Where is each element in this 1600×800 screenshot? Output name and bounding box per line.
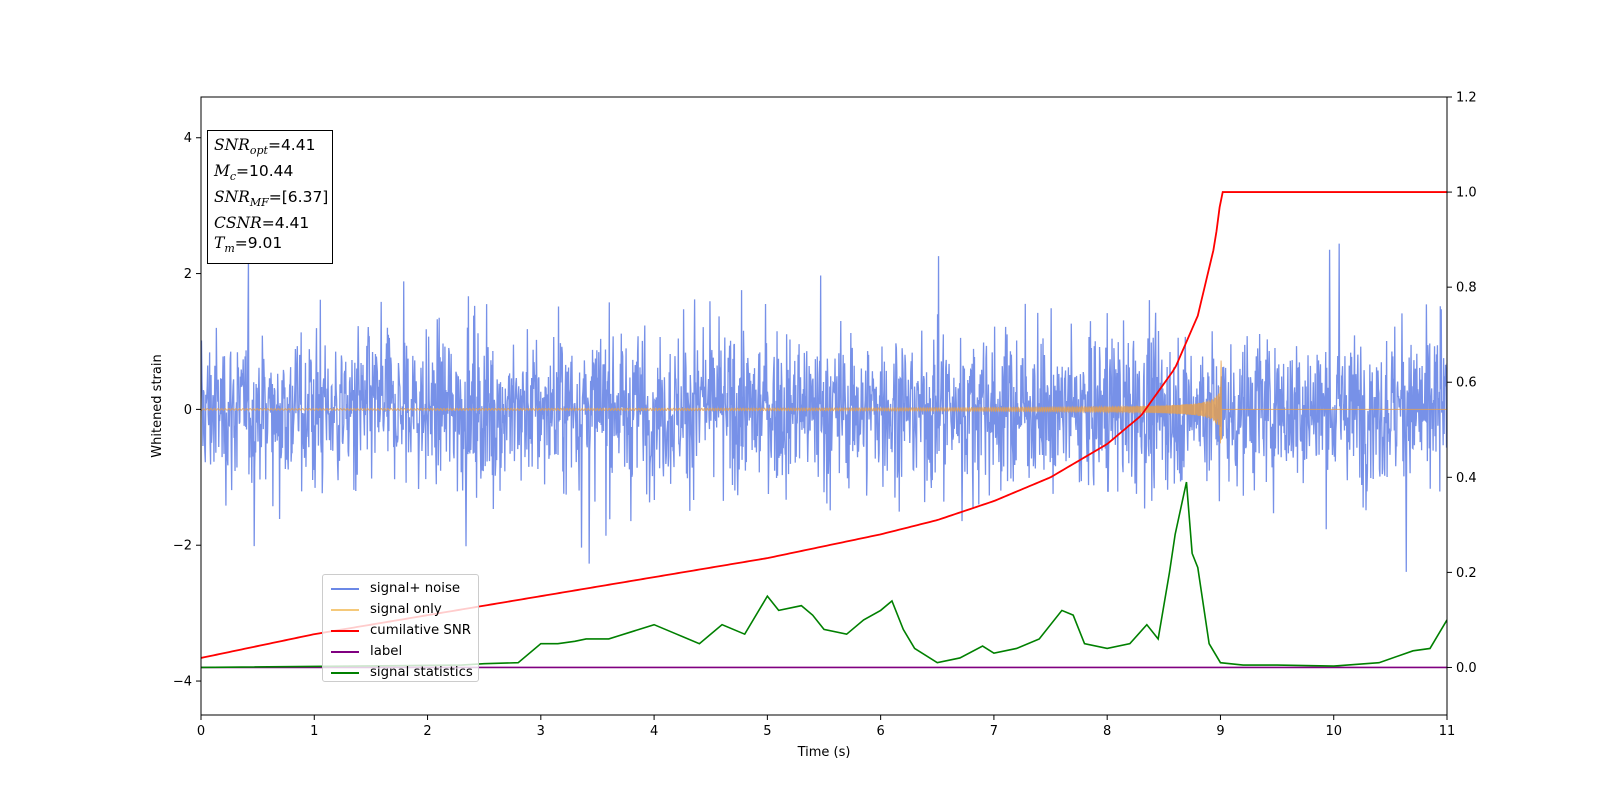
stat-mc: Mc=10.44: [214, 162, 294, 184]
y-left-tick-label: 2: [184, 267, 192, 282]
x-tick: 6: [876, 715, 885, 739]
x-tick: 9: [1216, 715, 1225, 739]
x-tick-label: 1: [310, 724, 318, 739]
legend-item-cumulative-snr: cumilative SNR: [329, 620, 478, 641]
stat-tm: Tm=9.01: [214, 234, 283, 256]
y-left-tick-label: −2: [173, 539, 192, 554]
y-left-tick: 4: [184, 131, 201, 146]
y-left-tick: 0: [184, 403, 201, 418]
y-left-tick-label: 4: [184, 131, 192, 146]
series-signal-noise: [201, 243, 1447, 572]
x-tick-label: 4: [650, 724, 658, 739]
y-axis-label: Whitened strain: [150, 354, 165, 457]
y-right-tick: 0.2: [1447, 566, 1477, 581]
stat-snr-mf: SNRMF=[6.37]: [214, 188, 329, 210]
y-right-tick: 0.6: [1447, 376, 1477, 391]
x-tick-label: 8: [1103, 724, 1111, 739]
y-right-tick: 0.4: [1447, 471, 1477, 486]
x-tick: 5: [763, 715, 772, 739]
legend-swatch: [331, 650, 359, 653]
x-tick-label: 11: [1439, 724, 1456, 739]
legend-item-signal-only: signal only: [329, 599, 478, 620]
y-left-tick-label: −4: [173, 675, 192, 690]
x-tick: 2: [423, 715, 432, 739]
x-axis-ticks: 0 1 2 3 4 5 6 7 8 9 10 11: [197, 715, 1455, 739]
y-right-tick-label: 0.4: [1456, 471, 1477, 486]
y-left-tick: −4: [173, 675, 201, 690]
y-right-tick: 1.2: [1447, 91, 1477, 106]
x-tick: 8: [1103, 715, 1111, 739]
legend-item-label: label: [329, 641, 478, 662]
y-right-tick-label: 0.2: [1456, 566, 1477, 581]
x-tick-label: 3: [537, 724, 545, 739]
x-tick: 1: [310, 715, 318, 739]
y-right-tick-label: 1.2: [1456, 91, 1477, 106]
legend-item-signal-noise: signal+ noise: [329, 578, 478, 599]
y-right-tick-label: 0.6: [1456, 376, 1477, 391]
x-tick: 7: [990, 715, 998, 739]
x-tick-label: 10: [1325, 724, 1342, 739]
y-left-tick: −2: [173, 539, 201, 554]
x-tick-label: 5: [763, 724, 771, 739]
x-tick-label: 6: [876, 724, 884, 739]
y-right-tick-label: 0.0: [1456, 661, 1477, 676]
y-right-tick-label: 0.8: [1456, 281, 1477, 296]
x-tick: 10: [1325, 715, 1342, 739]
series-signal-only: [201, 360, 1447, 444]
legend-swatch: [331, 608, 359, 611]
legend-swatch: [331, 629, 359, 632]
legend-item-signal-statistics: signal statistics: [329, 662, 478, 683]
y-right-tick: 0.8: [1447, 281, 1477, 296]
x-tick: 11: [1439, 715, 1456, 739]
snr-stats-box: SNRopt=4.41 Mc=10.44 SNRMF=[6.37] CSNR=4…: [207, 130, 333, 265]
x-axis-label: Time (s): [797, 745, 851, 760]
y-left-axis-ticks: 4 2 0 −2 −4: [173, 131, 201, 690]
y-left-tick-label: 0: [184, 403, 192, 418]
chart-legend: signal+ noise signal only cumilative SNR…: [322, 574, 479, 682]
x-tick: 0: [197, 715, 205, 739]
stat-csnr: CSNR=4.41: [214, 214, 310, 233]
x-tick-label: 2: [423, 724, 431, 739]
x-tick-label: 7: [990, 724, 998, 739]
legend-swatch: [331, 671, 359, 674]
x-tick-label: 9: [1216, 724, 1224, 739]
stat-snr-opt: SNRopt=4.41: [214, 136, 316, 158]
x-tick-label: 0: [197, 724, 205, 739]
series-signal-statistics: [201, 481, 1447, 669]
y-right-tick: 1.0: [1447, 186, 1477, 201]
y-right-tick-label: 1.0: [1456, 186, 1477, 201]
plot-frame: [200, 96, 1448, 716]
y-right-axis-ticks: 1.2 1.0 0.8 0.6 0.4 0.2 0.0: [1447, 91, 1477, 676]
y-right-tick: 0.0: [1447, 661, 1477, 676]
legend-swatch: [331, 587, 359, 590]
x-tick: 3: [537, 715, 545, 739]
y-left-tick: 2: [184, 267, 201, 282]
x-tick: 4: [650, 715, 658, 739]
